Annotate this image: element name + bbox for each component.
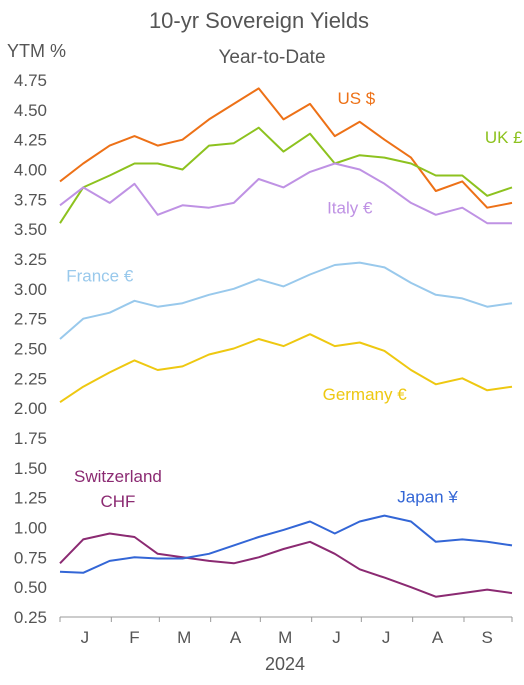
y-tick-label: 2.25: [14, 369, 47, 388]
y-tick-label: 1.00: [14, 519, 47, 538]
x-axis-label: 2024: [265, 654, 305, 674]
series-line-france: [59, 261, 513, 340]
y-axis-label: YTM %: [7, 41, 66, 61]
series-line-germany: [59, 333, 513, 404]
series-label-germany: Germany €: [323, 385, 408, 404]
series-label-uk: UK £: [485, 128, 523, 147]
series-line-us: [59, 87, 513, 209]
y-tick-label: 2.75: [14, 310, 47, 329]
series-line-uk: [59, 126, 513, 224]
y-tick-label: 4.25: [14, 131, 47, 150]
y-tick-label: 4.75: [14, 71, 47, 90]
chart-title: 10-yr Sovereign Yields: [149, 8, 369, 33]
x-tick-label: F: [129, 628, 139, 647]
x-tick-label: M: [177, 628, 191, 647]
y-tick-label: 3.00: [14, 280, 47, 299]
y-tick-label: 1.50: [14, 459, 47, 478]
series-line-italy: [59, 162, 512, 225]
series-line-japan: [59, 514, 513, 574]
x-tick-label: S: [481, 628, 492, 647]
y-tick-label: 3.50: [14, 220, 47, 239]
x-tick-label: J: [81, 628, 90, 647]
y-tick-label: 3.75: [14, 190, 47, 209]
y-tick-label: 2.00: [14, 399, 47, 418]
series-label-switzerland: Switzerland: [74, 467, 162, 486]
series-line-switzerland: [59, 532, 513, 598]
x-tick-label: M: [278, 628, 292, 647]
y-tick-label: 2.50: [14, 340, 47, 359]
y-tick-label: 4.00: [14, 161, 47, 180]
y-tick-label: 3.25: [14, 250, 47, 269]
y-tick-label: 4.50: [14, 101, 47, 120]
y-tick-label: 1.75: [14, 429, 47, 448]
y-tick-label: 0.25: [14, 608, 47, 627]
series-label-us: US $: [337, 89, 375, 108]
x-tick-label: A: [432, 628, 444, 647]
x-tick-label: A: [230, 628, 242, 647]
series-label-switzerland-line2: CHF: [100, 492, 135, 511]
y-tick-label: 0.50: [14, 578, 47, 597]
series-label-italy: Italy €: [327, 199, 373, 218]
x-tick-label: J: [332, 628, 341, 647]
series-label-france: France €: [66, 267, 134, 286]
series-label-japan: Japan ¥: [397, 487, 458, 506]
y-tick-label: 0.75: [14, 548, 47, 567]
y-tick-label: 1.25: [14, 489, 47, 508]
x-tick-label: J: [382, 628, 391, 647]
chart-subtitle: Year-to-Date: [218, 47, 325, 68]
